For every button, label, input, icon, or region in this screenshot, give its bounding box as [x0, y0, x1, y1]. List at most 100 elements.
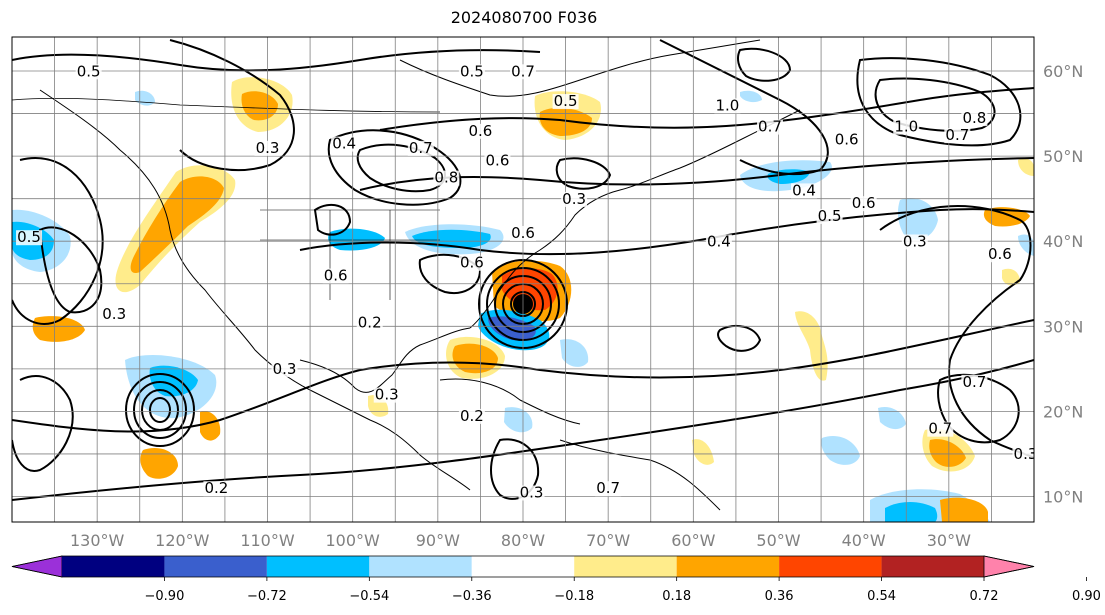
- contour-label: 0.6: [835, 130, 859, 148]
- colorbar-tick-label: −0.72: [247, 589, 287, 604]
- contour-line: [327, 129, 462, 206]
- shaded-region-negative: [504, 407, 533, 433]
- contour-line: [12, 157, 104, 325]
- longitude-labels: 130°W 120°W 110°W 100°W 90°W 80°W 70°W 60°W 50°W…: [70, 531, 971, 550]
- contour-label-bg: [458, 64, 485, 80]
- colorbar-tick-label: 0.72: [970, 589, 999, 604]
- contour-label-bg: [101, 306, 128, 322]
- contour-label: 0.6: [468, 122, 492, 140]
- shaded-region-negative: [488, 316, 536, 341]
- contour-line: [313, 203, 352, 236]
- contour-label: 0.5: [460, 62, 484, 80]
- contour-label-bg: [373, 387, 400, 403]
- contour-line: [856, 57, 1022, 147]
- contour-label-bg: [407, 140, 434, 156]
- colorbar-segment: [164, 556, 267, 577]
- contour-line: [379, 87, 1034, 131]
- contour-line: [555, 157, 612, 190]
- contour-label-bg: [322, 268, 349, 284]
- contour-label-bg: [458, 408, 485, 424]
- contour-line: [12, 375, 74, 472]
- contour-label-bg: [458, 255, 485, 271]
- colorbar-tick-label: 0.36: [765, 589, 794, 604]
- colorbar-segment: [676, 556, 780, 577]
- shaded-region-positive: [200, 411, 221, 441]
- colorbar-segment: [266, 556, 370, 577]
- contour-label-bg: [850, 196, 877, 212]
- contour-label-bg: [944, 128, 971, 144]
- contour-label: 0.3: [273, 360, 297, 378]
- country-border: [12, 97, 441, 113]
- colorbar-tick-label: 0.90: [1072, 589, 1101, 604]
- map-plot-area: 0.5 0.5 0.70.60.3 0.4 0.70.80.60.30.60.40.50…: [12, 37, 1034, 522]
- contour-label: 0.3: [256, 139, 280, 157]
- contour-label-bg: [271, 362, 298, 378]
- contour-label: 0.6: [511, 224, 535, 242]
- contour-label-bg: [510, 64, 536, 80]
- contour-label: 0.6: [324, 267, 348, 285]
- contour-label: 0.3: [375, 386, 399, 404]
- storm-contours-pacific: [125, 373, 195, 447]
- contour-label-bg: [595, 481, 622, 497]
- contour-label: 0.3: [903, 232, 927, 250]
- contour-line: [12, 49, 541, 72]
- map-frame: [11, 36, 1035, 523]
- contour-label: 0.7: [596, 479, 620, 497]
- contour-label-bg: [791, 183, 818, 199]
- colorbar-segment: [881, 556, 984, 577]
- contour-line: [879, 205, 1034, 459]
- contour-line: [737, 47, 792, 82]
- contour-label: 0.6: [852, 194, 876, 212]
- colorbar-segment: [471, 556, 575, 577]
- map-gridlines: [12, 37, 1034, 522]
- shaded-region-positive: [983, 207, 1030, 227]
- latitude-label: 30°N: [1043, 317, 1083, 336]
- longitude-label: 30°W: [927, 531, 971, 550]
- contour-label: 0.6: [486, 152, 510, 170]
- contour-line: [418, 253, 482, 294]
- contour-label-bg: [510, 225, 536, 241]
- shaded-region-positive: [32, 316, 85, 342]
- contour-label: 0.5: [818, 207, 842, 225]
- longitude-label: 120°W: [155, 531, 210, 550]
- contour-label: 0.5: [77, 62, 101, 80]
- contour-label-bg: [927, 421, 954, 437]
- contour-label-bg: [331, 136, 358, 152]
- contour-label: 0.3: [520, 483, 544, 501]
- contour-label-bg: [484, 153, 511, 169]
- contour-label: 0.2: [460, 407, 484, 425]
- contour-label: 0.4: [707, 232, 731, 250]
- map-title: 2024080700 F036: [450, 8, 598, 27]
- coastline-north: [399, 39, 761, 97]
- contour-label: 0.8: [962, 109, 986, 127]
- coastline-caribbean: [439, 378, 581, 425]
- contour-label-bg: [901, 234, 928, 250]
- contour-label-bg: [254, 140, 281, 156]
- longitude-label: 80°W: [501, 531, 545, 550]
- contour-line: [12, 319, 1034, 433]
- state-borders: [260, 209, 440, 300]
- shaded-region-positive: [940, 497, 988, 522]
- contour-label: 0.7: [928, 420, 952, 438]
- longitude-label: 110°W: [240, 531, 295, 550]
- contour-label: 0.7: [409, 139, 433, 157]
- contour-line: [169, 39, 295, 171]
- colorbar-segment: [62, 556, 165, 577]
- contour-label: 0.5: [554, 92, 578, 110]
- longitude-label: 60°W: [671, 531, 715, 550]
- shaded-region-positive: [929, 439, 966, 467]
- shaded-region-positive: [130, 176, 224, 274]
- shaded-region-positive: [241, 91, 278, 121]
- contour-label-bg: [705, 234, 732, 250]
- contour-label: 0.8: [434, 169, 458, 187]
- colorbar-tick-label: 0.18: [662, 589, 691, 604]
- contour-label-bg: [203, 481, 230, 497]
- contour-label-bg: [467, 123, 494, 139]
- longitude-label: 100°W: [325, 531, 380, 550]
- contour-label: 0.4: [792, 181, 816, 199]
- contour-label-layer: 0.5 0.5 0.70.60.3 0.4 0.70.80.60.30.60.40.50…: [16, 62, 1034, 501]
- longitude-label: 130°W: [70, 531, 125, 550]
- contour-line: [717, 324, 762, 352]
- contour-label-bg: [816, 208, 843, 224]
